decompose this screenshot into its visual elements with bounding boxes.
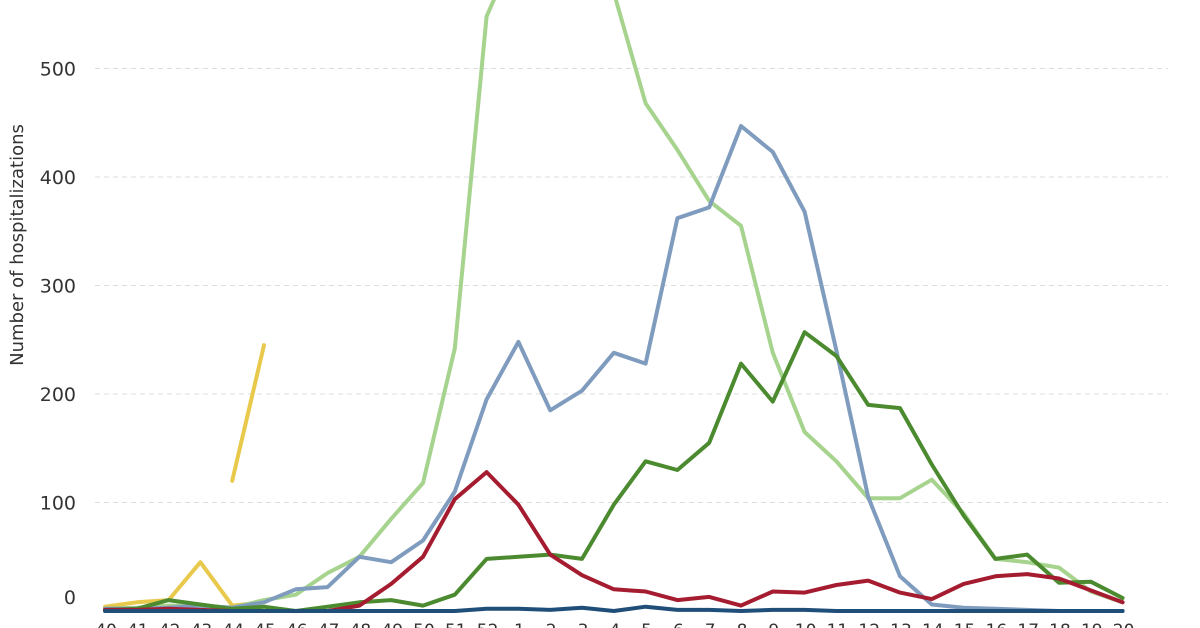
x-tick-label: 48 (350, 621, 372, 628)
series-line-5 (103, 470, 1125, 613)
x-tick-label: 19 (1081, 621, 1103, 628)
x-tick-label: 52 (477, 621, 499, 628)
x-tick-label: 8 (737, 621, 748, 628)
y-axis-tick-labels: 0 100 200 300 400 500 (40, 59, 76, 610)
x-tick-label: 9 (768, 621, 779, 628)
x-tick-label: 46 (286, 621, 308, 628)
x-tick-label: 16 (986, 621, 1008, 628)
x-tick-label: 2 (546, 621, 557, 628)
x-tick-label: 4 (609, 621, 620, 628)
x-tick-label: 10 (795, 621, 817, 628)
series-line-2 (103, 0, 1125, 611)
x-tick-label: 17 (1017, 621, 1039, 628)
series-line-6 (103, 604, 1125, 613)
x-tick-label: 41 (127, 621, 149, 628)
series-line-4 (103, 330, 1125, 613)
x-tick-label: 50 (413, 621, 435, 628)
x-tick-label: 7 (705, 621, 716, 628)
gridlines (95, 68, 1168, 503)
series-line-3 (103, 124, 1125, 613)
x-tick-label: 20 (1113, 621, 1135, 628)
x-tick-label: 51 (445, 621, 467, 628)
x-tick-label: 18 (1049, 621, 1071, 628)
y-tick-label: 100 (40, 493, 76, 515)
series-lines (103, 0, 1125, 613)
y-tick-label: 200 (40, 384, 76, 406)
x-tick-label: 3 (578, 621, 589, 628)
x-tick-label: 45 (254, 621, 276, 628)
series-line-0 (103, 560, 266, 609)
x-tick-label: 42 (159, 621, 181, 628)
y-tick-label: 300 (40, 276, 76, 298)
x-tick-label: 14 (922, 621, 944, 628)
x-tick-label: 5 (641, 621, 652, 628)
x-tick-label: 40 (95, 621, 117, 628)
y-tick-label: 500 (40, 59, 76, 81)
x-tick-label: 47 (318, 621, 340, 628)
x-tick-label: 43 (191, 621, 213, 628)
x-tick-label: 49 (381, 621, 403, 628)
series-line-1 (230, 343, 266, 483)
x-tick-label: 11 (827, 621, 849, 628)
x-tick-label: 15 (954, 621, 976, 628)
x-axis-tick-labels: 4041424344454647484950515212345678910111… (95, 621, 1134, 628)
x-tick-label: 13 (890, 621, 912, 628)
y-axis-label: Number of hospitalizations (7, 124, 28, 366)
x-tick-label: 1 (514, 621, 525, 628)
x-tick-label: 44 (222, 621, 244, 628)
y-tick-label: 0 (64, 587, 76, 609)
x-tick-label: 6 (673, 621, 684, 628)
x-tick-label: 12 (858, 621, 880, 628)
y-tick-label: 400 (40, 167, 76, 189)
